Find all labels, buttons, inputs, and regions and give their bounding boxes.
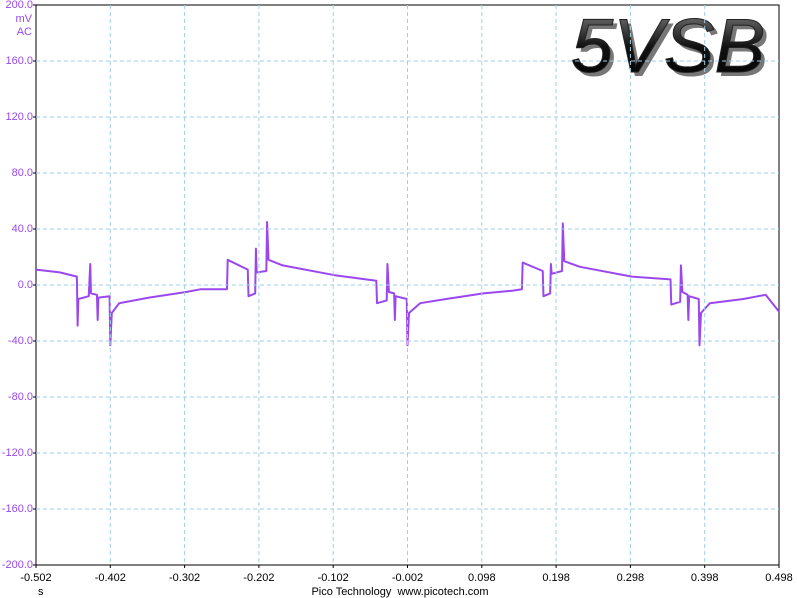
x-tick-label: 0.398 (691, 572, 719, 584)
x-tick-label: 0.098 (468, 572, 496, 584)
trace (35, 221, 780, 347)
y-tick-label: 200.0 (5, 0, 33, 11)
x-axis-label: s (38, 586, 44, 598)
y-tick-label: 80.0 (12, 167, 33, 179)
y-tick-label: 40.0 (12, 223, 33, 235)
title-shadow: 5VSB (575, 8, 769, 93)
x-tick-label: 0.298 (617, 572, 645, 584)
chart-title: 5VSB (571, 4, 765, 89)
x-tick-label: -0.402 (95, 572, 126, 584)
x-tick-label: 0.498 (765, 572, 793, 584)
x-tick-label: -0.302 (169, 572, 200, 584)
footer: Pico Technology www.picotech.com (311, 586, 488, 598)
x-tick-label: -0.002 (392, 572, 423, 584)
y-tick-label: 120.0 (5, 111, 33, 123)
y-unit: mV (16, 13, 33, 25)
x-tick-label: -0.202 (243, 572, 274, 584)
y-tick-label: -160.0 (2, 503, 33, 515)
y-tick-label: -80.0 (8, 391, 33, 403)
x-tick-label: -0.102 (318, 572, 349, 584)
x-tick-label: -0.502 (20, 572, 51, 584)
y-tick-label: 160.0 (5, 55, 33, 67)
coupling: AC (17, 26, 32, 38)
y-tick-label: -120.0 (2, 447, 33, 459)
y-tick-label: -40.0 (8, 335, 33, 347)
x-tick-label: 0.198 (542, 572, 570, 584)
y-tick-label: 0.0 (18, 279, 33, 291)
y-tick-label: -200.0 (2, 559, 33, 571)
